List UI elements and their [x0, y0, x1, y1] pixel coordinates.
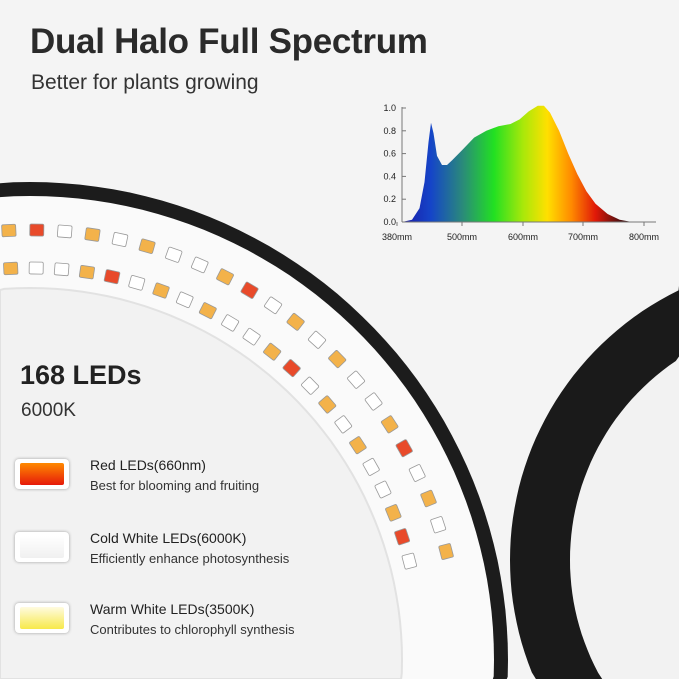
cold-white-led-swatch	[15, 532, 69, 562]
x-tick-label: 500mm	[447, 232, 477, 242]
led-chip	[364, 392, 383, 411]
color-temperature: 6000K	[21, 400, 76, 421]
led-chip	[374, 480, 392, 499]
led-chip	[282, 359, 301, 378]
led-chip	[334, 415, 353, 434]
led-chip	[420, 489, 437, 508]
second-ring-hole	[570, 320, 679, 679]
led-chip	[328, 350, 347, 369]
y-tick-label: 0.4	[383, 171, 396, 181]
legend-description: Contributes to chlorophyll synthesis	[90, 622, 295, 637]
y-tick-label: 1.0	[383, 103, 396, 113]
led-chip	[362, 458, 380, 476]
led-chip	[385, 504, 402, 522]
led-chip	[286, 313, 305, 331]
led-chip	[263, 342, 282, 361]
y-tick-label: 0.8	[383, 126, 396, 136]
led-chip	[401, 552, 417, 570]
x-tick-label: 800mm	[629, 232, 659, 242]
legend-item-red: Red LEDs(660nm) Best for blooming and fr…	[15, 457, 335, 497]
y-tick-label: 0.0	[383, 217, 396, 227]
led-chip	[347, 370, 365, 389]
led-chip	[53, 262, 70, 277]
led-chip	[29, 223, 45, 237]
page-title: Dual Halo Full Spectrum	[30, 22, 428, 61]
led-chip	[318, 395, 337, 414]
x-tick-label: 700mm	[568, 232, 598, 242]
legend-item-warm-white: Warm White LEDs(3500K) Contributes to ch…	[15, 601, 335, 641]
led-chip	[78, 265, 95, 280]
led-count: 168 LEDs	[20, 360, 142, 390]
led-chip	[165, 246, 183, 263]
led-chip	[216, 268, 234, 286]
led-chip	[438, 543, 454, 560]
led-chip	[395, 439, 413, 458]
led-chip	[430, 516, 447, 534]
legend-item-cold-white: Cold White LEDs(6000K) Efficiently enhan…	[15, 530, 335, 570]
legend-title: Red LEDs(660nm)	[90, 457, 206, 473]
spectrum-area	[402, 105, 632, 222]
led-chip	[394, 528, 411, 546]
led-chip	[240, 281, 259, 299]
led-chip	[198, 302, 217, 320]
led-chip	[138, 238, 156, 254]
legend-description: Best for blooming and fruiting	[90, 478, 260, 493]
warm-white-led-swatch	[15, 603, 69, 633]
red-led-swatch	[15, 459, 69, 489]
legend-description: Efficiently enhance photosynthesis	[90, 551, 290, 566]
legend-title: Cold White LEDs(6000K)	[90, 530, 247, 546]
led-chip	[111, 232, 129, 247]
y-tick-label: 0.6	[383, 149, 396, 159]
led-chip	[3, 261, 19, 276]
led-chip	[28, 261, 44, 275]
y-tick-label: 0.2	[383, 194, 396, 204]
led-chip	[84, 227, 101, 242]
led-chip	[381, 415, 399, 434]
led-chip	[176, 291, 194, 309]
led-chip	[1, 223, 17, 238]
legend-title: Warm White LEDs(3500K)	[90, 601, 255, 617]
led-chip	[264, 296, 283, 315]
led-chip	[301, 376, 320, 395]
led-chip	[56, 224, 73, 239]
led-chip	[152, 282, 170, 299]
led-chip	[103, 269, 121, 285]
led-chip	[308, 330, 327, 349]
x-tick-label: 380mm	[382, 232, 412, 242]
led-chip	[408, 464, 426, 482]
page-subtitle: Better for plants growing	[31, 71, 259, 94]
led-chip	[128, 275, 146, 291]
led-chip	[242, 327, 261, 346]
led-chip	[349, 436, 367, 455]
x-tick-label: 600mm	[508, 232, 538, 242]
ring-inner-hole	[0, 286, 404, 679]
led-chip	[191, 256, 209, 274]
led-chip	[221, 314, 240, 332]
